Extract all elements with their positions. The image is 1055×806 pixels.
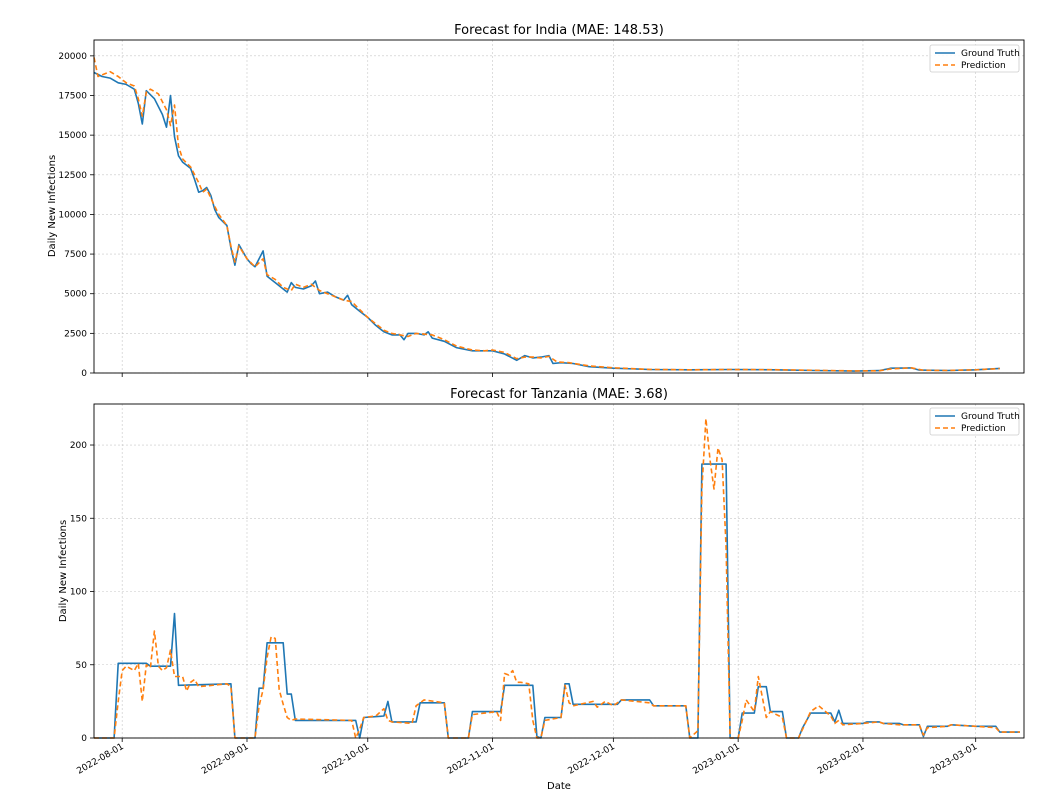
y-tick-label: 15000 <box>58 131 87 141</box>
y-axis-label-india: Daily New Infections <box>47 155 58 257</box>
chart-title-india: Forecast for India (MAE: 148.53) <box>454 23 664 38</box>
legend-label: Prediction <box>961 61 1006 71</box>
y-tick-label: 2500 <box>64 329 87 339</box>
legend-label: Ground Truth <box>961 412 1020 422</box>
legend-label: Prediction <box>961 424 1006 434</box>
y-tick-label: 7500 <box>64 250 87 260</box>
legend-tanzania: Ground Truth Prediction <box>929 407 1020 436</box>
chart-india: 0 2500 5000 7500 10000 12500 15000 17500 20000 Gr… <box>58 39 1025 379</box>
y-tick-label: 200 <box>70 441 87 451</box>
legend-label: Ground Truth <box>961 49 1020 59</box>
y-tick-label: 150 <box>70 514 87 524</box>
y-axis-label-tanzania: Daily New Infections <box>58 520 69 622</box>
y-tick-label: 20000 <box>58 52 87 62</box>
y-tick-label: 12500 <box>58 171 87 181</box>
y-tick-label: 100 <box>70 588 87 598</box>
y-tick-label: 0 <box>81 369 87 379</box>
y-tick-label: 0 <box>81 734 87 744</box>
plot-frame-tanzania <box>93 403 1025 739</box>
legend-india: Ground Truth Prediction <box>929 44 1020 73</box>
y-tick-label: 10000 <box>58 210 87 220</box>
y-tick-label: 5000 <box>64 290 87 300</box>
y-tick-label: 17500 <box>58 92 87 102</box>
series-line-prediction-india <box>93 57 1000 372</box>
y-tick-label: 50 <box>76 661 88 671</box>
x-axis-label: Date <box>547 781 571 792</box>
plot-frame-india <box>93 39 1025 374</box>
chart-title-tanzania: Forecast for Tanzania (MAE: 3.68) <box>450 387 668 402</box>
series-line-prediction-tanzania <box>94 417 1020 739</box>
